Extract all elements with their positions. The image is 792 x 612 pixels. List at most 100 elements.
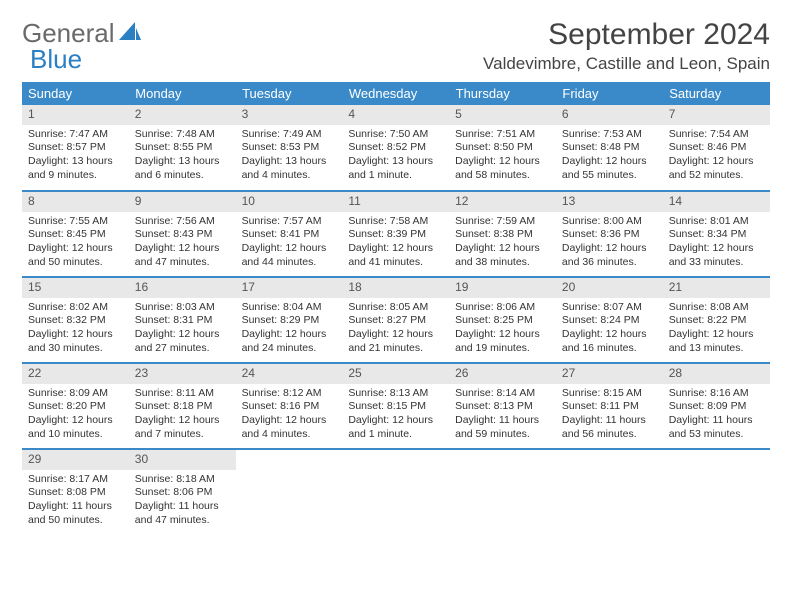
day-content: Sunrise: 7:49 AMSunset: 8:53 PMDaylight:… <box>236 125 343 188</box>
day-content: Sunrise: 7:48 AMSunset: 8:55 PMDaylight:… <box>129 125 236 188</box>
daylight-line: Daylight: 12 hours and 58 minutes. <box>455 155 550 182</box>
sunset-line: Sunset: 8:22 PM <box>669 314 764 328</box>
sunset-line: Sunset: 8:09 PM <box>669 400 764 414</box>
calendar-cell: 13Sunrise: 8:00 AMSunset: 8:36 PMDayligh… <box>556 191 663 277</box>
daylight-line: Daylight: 11 hours and 50 minutes. <box>28 500 123 527</box>
sunrise-line: Sunrise: 7:57 AM <box>242 215 337 229</box>
calendar-body: 1Sunrise: 7:47 AMSunset: 8:57 PMDaylight… <box>22 105 770 535</box>
sunset-line: Sunset: 8:41 PM <box>242 228 337 242</box>
sunrise-line: Sunrise: 8:00 AM <box>562 215 657 229</box>
daylight-line: Daylight: 13 hours and 4 minutes. <box>242 155 337 182</box>
day-content: Sunrise: 7:53 AMSunset: 8:48 PMDaylight:… <box>556 125 663 188</box>
day-number: 14 <box>663 192 770 212</box>
daylight-line: Daylight: 12 hours and 52 minutes. <box>669 155 764 182</box>
calendar-cell: 16 Sunrise: 8:03 AMSunset: 8:31 PMDayligh… <box>129 277 236 363</box>
calendar-cell: 4Sunrise: 7:50 AMSunset: 8:52 PMDaylight… <box>342 105 449 191</box>
daylight-line: Daylight: 12 hours and 27 minutes. <box>135 328 230 355</box>
sunset-line: Sunset: 8:15 PM <box>348 400 443 414</box>
daylight-line: Daylight: 11 hours and 53 minutes. <box>669 414 764 441</box>
calendar-cell: 9Sunrise: 7:56 AMSunset: 8:43 PMDaylight… <box>129 191 236 277</box>
sunrise-line: Sunrise: 8:08 AM <box>669 301 764 315</box>
day-content: Sunrise: 7:57 AMSunset: 8:41 PMDaylight:… <box>236 212 343 275</box>
calendar-cell: 24Sunrise: 8:12 AMSunset: 8:16 PMDayligh… <box>236 363 343 449</box>
day-number: 21 <box>663 278 770 298</box>
daylight-line: Daylight: 12 hours and 36 minutes. <box>562 242 657 269</box>
sunrise-line: Sunrise: 8:06 AM <box>455 301 550 315</box>
calendar-cell: 27Sunrise: 8:15 AMSunset: 8:11 PMDayligh… <box>556 363 663 449</box>
daylight-line: Daylight: 12 hours and 13 minutes. <box>669 328 764 355</box>
sunrise-line: Sunrise: 8:11 AM <box>135 387 230 401</box>
daylight-line: Daylight: 12 hours and 30 minutes. <box>28 328 123 355</box>
calendar-cell: 1Sunrise: 7:47 AMSunset: 8:57 PMDaylight… <box>22 105 129 191</box>
calendar-cell: 5Sunrise: 7:51 AMSunset: 8:50 PMDaylight… <box>449 105 556 191</box>
sunset-line: Sunset: 8:20 PM <box>28 400 123 414</box>
sunrise-line: Sunrise: 7:50 AM <box>348 128 443 142</box>
day-content: Sunrise: 7:47 AMSunset: 8:57 PMDaylight:… <box>22 125 129 188</box>
sunset-line: Sunset: 8:31 PM <box>135 314 230 328</box>
calendar-cell: 7Sunrise: 7:54 AMSunset: 8:46 PMDaylight… <box>663 105 770 191</box>
sunset-line: Sunset: 8:38 PM <box>455 228 550 242</box>
daylight-line: Daylight: 12 hours and 50 minutes. <box>28 242 123 269</box>
calendar-cell: 12Sunrise: 7:59 AMSunset: 8:38 PMDayligh… <box>449 191 556 277</box>
sunrise-line: Sunrise: 8:07 AM <box>562 301 657 315</box>
day-number: 18 <box>342 278 449 298</box>
calendar-cell: 6Sunrise: 7:53 AMSunset: 8:48 PMDaylight… <box>556 105 663 191</box>
sunrise-line: Sunrise: 8:03 AM <box>135 301 230 315</box>
day-content: Sunrise: 8:04 AMSunset: 8:29 PMDaylight:… <box>236 298 343 361</box>
day-content: Sunrise: 8:07 AMSunset: 8:24 PMDaylight:… <box>556 298 663 361</box>
calendar-cell <box>342 449 449 535</box>
header: General September 2024 Valdevimbre, Cast… <box>22 18 770 74</box>
calendar-cell: 26Sunrise: 8:14 AMSunset: 8:13 PMDayligh… <box>449 363 556 449</box>
sunrise-line: Sunrise: 7:47 AM <box>28 128 123 142</box>
sunrise-line: Sunrise: 8:05 AM <box>348 301 443 315</box>
calendar-cell: 8Sunrise: 7:55 AMSunset: 8:45 PMDaylight… <box>22 191 129 277</box>
daylight-line: Daylight: 12 hours and 41 minutes. <box>348 242 443 269</box>
day-content: Sunrise: 7:56 AMSunset: 8:43 PMDaylight:… <box>129 212 236 275</box>
daylight-line: Daylight: 11 hours and 59 minutes. <box>455 414 550 441</box>
day-number: 25 <box>342 364 449 384</box>
day-number: 7 <box>663 105 770 125</box>
day-content: Sunrise: 8:16 AMSunset: 8:09 PMDaylight:… <box>663 384 770 447</box>
day-number: 24 <box>236 364 343 384</box>
daylight-line: Daylight: 13 hours and 1 minute. <box>348 155 443 182</box>
day-number: 22 <box>22 364 129 384</box>
day-number: 30 <box>129 450 236 470</box>
day-number: 27 <box>556 364 663 384</box>
sunrise-line: Sunrise: 8:02 AM <box>28 301 123 315</box>
weekday-header: Thursday <box>449 82 556 105</box>
sunrise-line: Sunrise: 8:13 AM <box>348 387 443 401</box>
daylight-line: Daylight: 13 hours and 9 minutes. <box>28 155 123 182</box>
day-content: Sunrise: 8:14 AMSunset: 8:13 PMDaylight:… <box>449 384 556 447</box>
daylight-line: Daylight: 12 hours and 4 minutes. <box>242 414 337 441</box>
day-content: Sunrise: 7:59 AMSunset: 8:38 PMDaylight:… <box>449 212 556 275</box>
calendar-cell: 2Sunrise: 7:48 AMSunset: 8:55 PMDaylight… <box>129 105 236 191</box>
title-block: September 2024 Valdevimbre, Castille and… <box>483 18 770 74</box>
calendar-cell <box>663 449 770 535</box>
weekday-header: Sunday <box>22 82 129 105</box>
sunset-line: Sunset: 8:39 PM <box>348 228 443 242</box>
location: Valdevimbre, Castille and Leon, Spain <box>483 54 770 74</box>
sunset-line: Sunset: 8:52 PM <box>348 141 443 155</box>
day-content: Sunrise: 8:18 AMSunset: 8:06 PMDaylight:… <box>129 470 236 533</box>
weekday-header: Tuesday <box>236 82 343 105</box>
logo-word-blue: Blue <box>30 44 82 75</box>
calendar-cell: 11Sunrise: 7:58 AMSunset: 8:39 PMDayligh… <box>342 191 449 277</box>
daylight-line: Daylight: 12 hours and 21 minutes. <box>348 328 443 355</box>
calendar-cell: 30Sunrise: 8:18 AMSunset: 8:06 PMDayligh… <box>129 449 236 535</box>
day-content: Sunrise: 7:54 AMSunset: 8:46 PMDaylight:… <box>663 125 770 188</box>
day-content: Sunrise: 8:02 AMSunset: 8:32 PMDaylight:… <box>22 298 129 361</box>
calendar-cell <box>236 449 343 535</box>
day-number: 16 <box>129 278 236 298</box>
day-number: 28 <box>663 364 770 384</box>
sunset-line: Sunset: 8:11 PM <box>562 400 657 414</box>
daylight-line: Daylight: 12 hours and 38 minutes. <box>455 242 550 269</box>
calendar-cell: 14Sunrise: 8:01 AMSunset: 8:34 PMDayligh… <box>663 191 770 277</box>
day-content: Sunrise: 8:11 AMSunset: 8:18 PMDaylight:… <box>129 384 236 447</box>
daylight-line: Daylight: 12 hours and 16 minutes. <box>562 328 657 355</box>
calendar-cell: 18Sunrise: 8:05 AMSunset: 8:27 PMDayligh… <box>342 277 449 363</box>
day-number: 23 <box>129 364 236 384</box>
day-content: Sunrise: 8:17 AMSunset: 8:08 PMDaylight:… <box>22 470 129 533</box>
sunset-line: Sunset: 8:55 PM <box>135 141 230 155</box>
day-number: 9 <box>129 192 236 212</box>
day-content: Sunrise: 7:58 AMSunset: 8:39 PMDaylight:… <box>342 212 449 275</box>
